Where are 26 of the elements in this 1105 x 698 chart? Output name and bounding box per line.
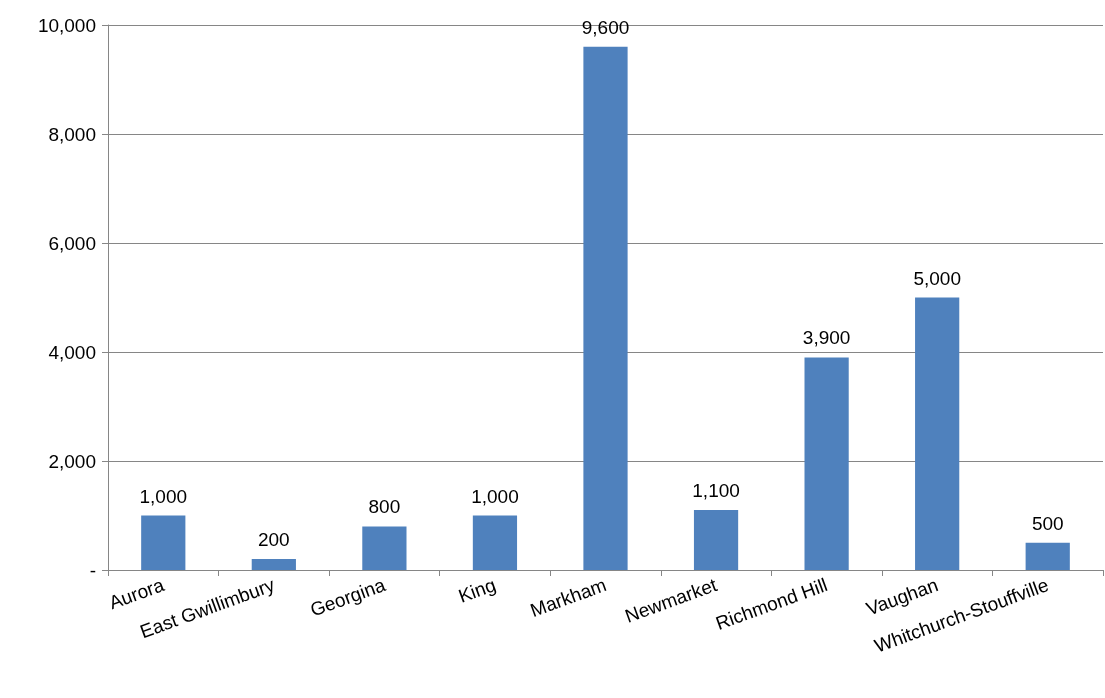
data-label: 1,000	[471, 485, 519, 507]
data-label: 200	[257, 529, 290, 551]
bar	[693, 510, 739, 570]
y-tick-label: 6,000	[48, 232, 96, 254]
data-label: 5,000	[913, 267, 961, 289]
y-tick-label: 8,000	[48, 123, 96, 145]
y-tick-label: 4,000	[48, 341, 96, 363]
data-label: 800	[368, 496, 401, 518]
data-label: 1,100	[692, 480, 740, 502]
bar	[472, 515, 518, 570]
y-tick-label: 10,000	[37, 14, 96, 36]
bar	[915, 297, 960, 570]
y-tick-label: 2,000	[48, 450, 96, 472]
bar	[141, 515, 186, 570]
bar	[1025, 542, 1070, 570]
data-label: 1,000	[139, 485, 188, 507]
x-tick-label: Aurora	[106, 573, 168, 614]
data-label: 3,900	[802, 327, 851, 349]
data-label: 9,600	[581, 16, 630, 38]
y-tick-label: -	[89, 559, 96, 581]
x-tick-label: King	[455, 574, 499, 607]
bar	[804, 357, 849, 570]
bar	[251, 559, 296, 570]
bar	[362, 526, 407, 570]
data-label: 500	[1031, 512, 1064, 534]
bar	[583, 46, 628, 570]
